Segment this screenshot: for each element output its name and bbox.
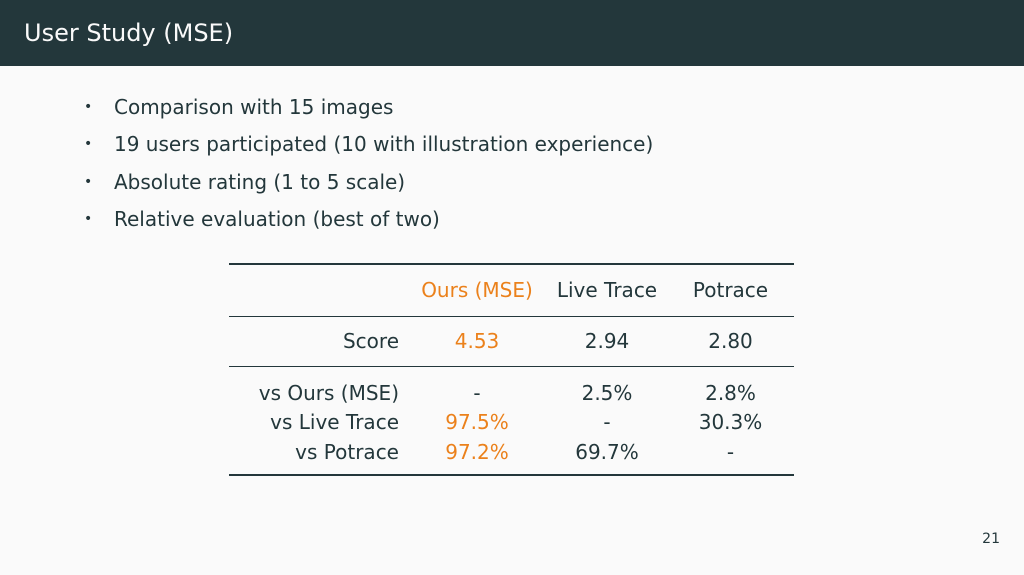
table-cell: 2.5%: [547, 365, 667, 405]
table-row: vs Ours (MSE) - 2.5% 2.8%: [229, 365, 794, 405]
table-cell: 2.80: [667, 315, 794, 366]
bullet-dot-icon: •: [84, 98, 93, 115]
score-row: Score 4.53 2.94 2.80: [229, 315, 794, 366]
table-cell: 4.53: [407, 315, 547, 366]
bullet-dot-icon: •: [84, 136, 93, 153]
slide-header: User Study (MSE): [0, 0, 1024, 66]
row-label: vs Ours (MSE): [229, 365, 407, 405]
table-cell: -: [407, 365, 547, 405]
header-cell-ours: Ours (MSE): [407, 263, 547, 316]
bullet-item: • Relative evaluation (best of two): [84, 201, 653, 239]
bullet-item: • Absolute rating (1 to 5 scale): [84, 163, 653, 201]
table-cell: -: [603, 410, 611, 434]
row-label: Score: [229, 315, 407, 366]
table-cell: 69.7%: [547, 439, 667, 476]
page-number: 21: [982, 531, 1000, 547]
bullet-text: Comparison with 15 images: [114, 94, 394, 119]
table-header-row: Ours (MSE) Live Trace Potrace: [229, 263, 794, 316]
bullet-list: • Comparison with 15 images • 19 users par…: [84, 88, 653, 238]
row-label: vs Potrace: [229, 439, 407, 476]
table-cell: 97.2%: [407, 439, 547, 476]
table-cell: -: [667, 439, 794, 476]
row-label: vs Live Trace: [270, 410, 399, 434]
table-cell: 97.5%: [445, 410, 509, 434]
table-cell: 30.3%: [698, 410, 763, 434]
bullet-item: • Comparison with 15 images: [84, 88, 653, 126]
bullet-item: • 19 users participated (10 with illustra…: [84, 126, 653, 164]
bullet-dot-icon: •: [84, 211, 93, 228]
table-cell: 2.8%: [667, 365, 794, 405]
table-row: vs Potrace 97.2% 69.7% -: [229, 439, 794, 476]
bullet-text: Relative evaluation (best of two): [114, 207, 440, 232]
bullet-text: 19 users participated (10 with illustrat…: [114, 132, 654, 157]
bullet-text: Absolute rating (1 to 5 scale): [114, 169, 406, 194]
header-cell-empty: [229, 263, 407, 316]
header-cell-potrace: Potrace: [667, 263, 794, 316]
bullet-dot-icon: •: [84, 173, 93, 190]
slide-title: User Study (MSE): [24, 19, 234, 47]
header-cell-live-trace: Live Trace: [547, 263, 667, 316]
results-table: Ours (MSE) Live Trace Potrace Score 4.53…: [229, 263, 794, 476]
table-row: vs Live Trace 97.5% - 30.3%: [229, 405, 794, 440]
table-cell: 2.94: [547, 315, 667, 366]
